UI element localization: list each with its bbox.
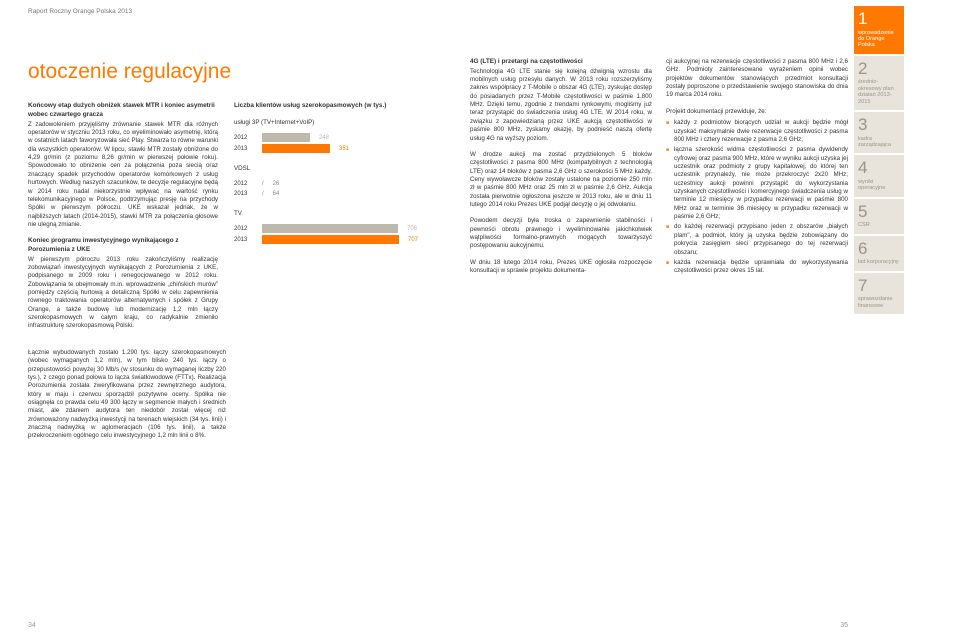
body-text: Projekt dokumentacji przewiduje, że: [666, 108, 848, 116]
body-text: cji aukcyjnej na rezerwacje częstotliwoś… [666, 58, 848, 100]
nav-item-4[interactable]: 4wyniki operacyjne [854, 155, 904, 196]
chart-bar-row: 2012/26 [234, 180, 424, 188]
nav-item-2[interactable]: 2średnio-okresowy plan działań 2013-2015 [854, 56, 904, 110]
body-text: Łącznie wybudowanych zostało 1.290 tys. … [28, 349, 226, 441]
body-text: Powodem decyzji była troska o zapewnieni… [470, 217, 652, 250]
nav-item-5[interactable]: 5CSR [854, 199, 904, 234]
chart-series-label: TV [234, 210, 424, 218]
nav-item-1[interactable]: 1wprowadzenie do Orange Polska [854, 6, 904, 54]
body-text: W drodze aukcji ma zostać przydzielonych… [470, 151, 652, 210]
body-text: Z zadowoleniem przyjęliśmy zrównanie sta… [28, 121, 218, 230]
nav-item-3[interactable]: 3kadra zarządzająca [854, 112, 904, 153]
chart-bar-row: 2012706 [234, 224, 424, 233]
chart-vdsl: VDSL 2012/26 2013/64 [234, 165, 424, 198]
chart-bar-row: 2013351 [234, 144, 424, 153]
nav-item-6[interactable]: 6ład korporacyjny [854, 236, 904, 271]
nav-item-7[interactable]: 7sprawozdanie finansowe [854, 273, 904, 314]
bullet-item: każda rezerwacja będzie uprawniała do wy… [666, 259, 848, 276]
bullet-item: łączna szerokość widma częstotliwości z … [666, 146, 848, 221]
bullet-list: każdy z podmiotów biorących udział w auk… [666, 119, 848, 275]
chart-bar-row: 2013/64 [234, 190, 424, 198]
body-text: Technologia 4G LTE stanie się kolejną dź… [470, 68, 652, 143]
section-heading-uke: Koniec programu inwestycyjnego wynikając… [28, 237, 218, 254]
chart-bar-row: 2012248 [234, 133, 424, 142]
section-heading-mtr: Końcowy etap dużych obniżek stawek MTR i… [28, 102, 218, 119]
chart-tv: TV 2012706 2013707 [234, 210, 424, 244]
chart-series-label: usługi 3P (TV+Internet+VoIP) [234, 119, 424, 127]
bullet-item: do każdej rezerwacji przypisano jeden z … [666, 223, 848, 256]
bullet-item: każdy z podmiotów biorących udział w auk… [666, 119, 848, 144]
chart-caption: Liczba klientów usług szerokopasmowych (… [234, 102, 424, 111]
chart-series-label: VDSL [234, 165, 424, 173]
chart-3p: usługi 3P (TV+Internet+VoIP) 2012248 2013… [234, 119, 424, 153]
body-text: W pierwszym półroczu 2013 roku zakończyl… [28, 256, 218, 331]
chart-bar-row: 2013707 [234, 235, 424, 244]
section-heading-4g: 4G (LTE) i przetargi na częstotliwości [470, 58, 652, 67]
side-navigation: 1wprowadzenie do Orange Polska2średnio-o… [854, 6, 904, 314]
report-header: Raport Roczny Orange Polska 2013 [28, 0, 132, 17]
page-number: 35 [840, 621, 848, 630]
page-title: otoczenie regulacyjne [28, 58, 424, 86]
page-number: 34 [28, 621, 36, 630]
body-text: W dniu 18 lutego 2014 roku, Prezes UKE o… [470, 259, 652, 276]
